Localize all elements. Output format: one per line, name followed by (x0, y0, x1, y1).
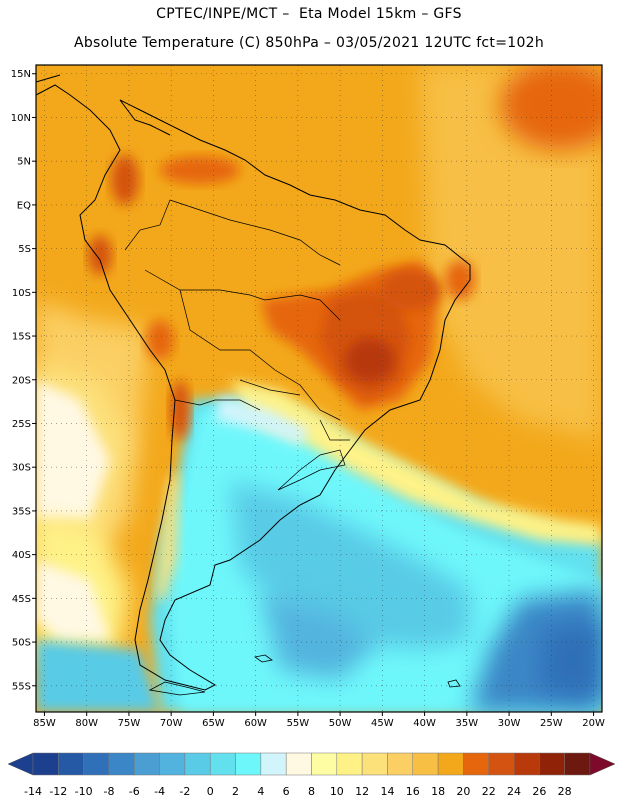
lon-label-40w: 40W (413, 718, 436, 729)
lat-label-30s: 30S (12, 463, 31, 474)
legend-swatch (311, 752, 338, 776)
lon-label-85w: 85W (33, 718, 56, 729)
legend-label: -2 (179, 785, 190, 798)
legend-label: -6 (129, 785, 140, 798)
lon-label-35w: 35W (456, 718, 479, 729)
legend-label: 8 (308, 785, 315, 798)
legend-arrow-low (7, 752, 34, 776)
legend-label: -12 (49, 785, 67, 798)
legend-swatch (513, 752, 540, 776)
legend-label: 4 (257, 785, 264, 798)
lat-label-15n: 15N (11, 69, 31, 80)
longitude-labels: 85W 80W 75W 70W 65W 60W 55W 50W 45W 40W 35W 30W 25W 2… (33, 712, 605, 729)
legend-label: 22 (482, 785, 496, 798)
legend-label: 14 (380, 785, 394, 798)
lat-label-10s: 10S (12, 288, 31, 299)
legend-swatch (32, 752, 59, 776)
lat-label-40s: 40S (12, 550, 31, 561)
legend-label: 12 (355, 785, 369, 798)
lon-label-70w: 70W (160, 718, 183, 729)
legend-swatch (387, 752, 414, 776)
legend-label: -8 (103, 785, 114, 798)
lat-label-25s: 25S (12, 419, 31, 430)
legend-arrow-high (589, 752, 616, 776)
lon-label-25w: 25W (540, 718, 563, 729)
temperature-field (36, 65, 602, 712)
legend-swatch (412, 752, 439, 776)
legend-label: 26 (532, 785, 546, 798)
legend-label: 0 (207, 785, 214, 798)
legend-label: -4 (154, 785, 165, 798)
legend-label: 24 (507, 785, 521, 798)
lon-label-20w: 20W (582, 718, 605, 729)
lat-label-45s: 45S (12, 594, 31, 605)
country-borders (124, 199, 350, 491)
coastlines (35, 74, 471, 691)
legend-swatch (488, 752, 515, 776)
legend-swatch (58, 752, 84, 776)
legend-swatch (209, 752, 236, 776)
temperature-map: 15N 10N 5N EQ 5S 10S 15S 20S 25S 30S 35S 40S 45S 50S 5… (11, 64, 605, 729)
legend-label: -14 (24, 785, 42, 798)
legend-label: 6 (283, 785, 290, 798)
lat-label-20s: 20S (12, 375, 31, 386)
lat-label-55s: 55S (12, 681, 31, 692)
lon-label-60w: 60W (244, 718, 267, 729)
lat-label-35s: 35S (12, 506, 31, 517)
legend-swatch (285, 752, 312, 776)
legend-swatch (235, 752, 262, 776)
legend-swatch (437, 752, 464, 776)
legend-label: 20 (456, 785, 470, 798)
legend-label: -10 (75, 785, 93, 798)
legend-label: 10 (330, 785, 344, 798)
lon-label-45w: 45W (371, 718, 394, 729)
lon-label-65w: 65W (202, 718, 225, 729)
lon-label-30w: 30W (498, 718, 521, 729)
lat-label-50s: 50S (12, 638, 31, 649)
legend-swatch (184, 752, 211, 776)
legend-swatch (260, 752, 287, 776)
legend-swatch (83, 752, 110, 776)
title-line-2: Absolute Temperature (C) 850hPa – 03/05/… (73, 35, 545, 51)
legend-swatch (336, 752, 363, 776)
title-line-1: CPTEC/INPE/MCT – Eta Model 15km – GFS (156, 6, 462, 22)
legend-label: 16 (406, 785, 420, 798)
lat-label-10n: 10N (11, 113, 31, 124)
legend-swatch (108, 752, 135, 776)
latitude-labels: 15N 10N 5N EQ 5S 10S 15S 20S 25S 30S 35S 40S 45S 50S 5… (11, 69, 36, 692)
legend-swatch (361, 752, 388, 776)
legend-swatch (539, 752, 565, 776)
legend-label: 2 (232, 785, 239, 798)
islands (148, 654, 461, 696)
legend-swatch (134, 752, 160, 776)
lon-label-80w: 80W (75, 718, 98, 729)
legend-swatch (159, 752, 186, 776)
map-frame (35, 64, 603, 713)
lon-label-75w: 75W (118, 718, 141, 729)
legend-label: 28 (558, 785, 572, 798)
legend-swatch (564, 752, 591, 776)
lon-label-50w: 50W (329, 718, 352, 729)
legend-swatch (463, 752, 489, 776)
lon-label-55w: 55W (287, 718, 310, 729)
lat-label-15s: 15S (12, 332, 31, 343)
color-legend: -14 -12 -10 -8 -6 -4 -2 0 2 4 6 8 10 12 14 16 18 20 22 24 26… (7, 752, 616, 798)
lat-label-5s: 5S (18, 244, 31, 255)
lat-label-eq: EQ (17, 200, 31, 211)
legend-label: 18 (431, 785, 445, 798)
lat-label-5n: 5N (17, 157, 31, 168)
